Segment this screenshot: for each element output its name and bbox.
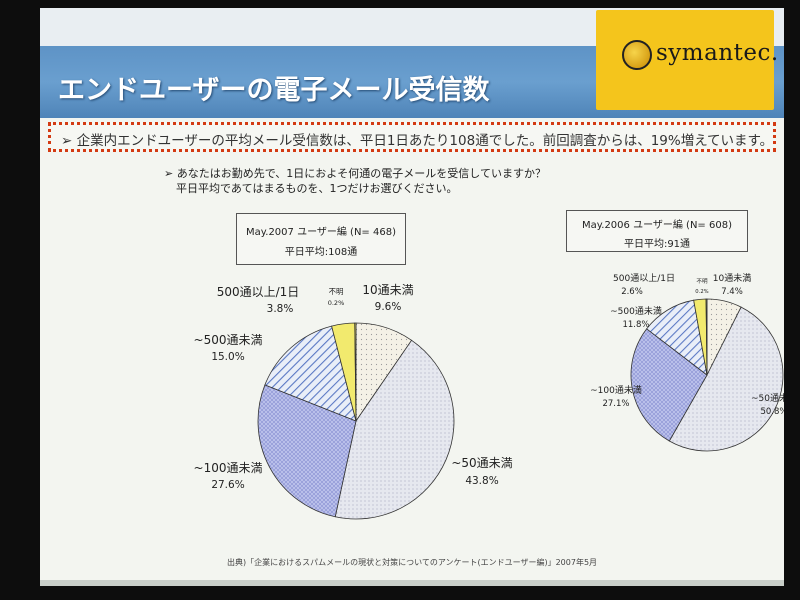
chart2-label-lt10: 10通未満 [713,272,751,284]
chart2-value-lt100: 27.1% [602,399,629,409]
chart1-slice-unknown [354,322,357,422]
summary-text: ➢ 企業内エンドユーザーの平均メール受信数は、平日1日あたり108通でした。前回… [61,129,773,149]
chart2-label-ge500: 500通以上/1日 [613,273,675,284]
chart2-value-lt50: 50.8% [760,407,784,417]
chart2-value-lt500: 11.8% [622,320,649,330]
symantec-logo: symantec. [596,10,778,110]
chart1-slice-lt100 [257,384,357,518]
chart2-value-lt10: 7.4% [721,287,743,297]
summary-sentence: 企業内エンドユーザーの平均メール受信数は、平日1日あたり108通でした。前回調査… [76,133,774,149]
bottom-bar [40,580,784,586]
chart2-pie: 10通未満 7.4% ~50通未満 50.8% ~100通未満 27.1% ~500通未満 1… [590,272,784,452]
chart1-subtitle: 平日平均:108通 [284,247,358,258]
chart1-label-lt500: ~500通未満 [194,333,263,347]
symantec-logo-icon [622,40,652,70]
chart2-title: May.2006 ユーザー編 (N= 608) [582,220,732,231]
chart1-label-lt100: ~100通未満 [194,461,263,475]
chart1-value-unknown: 0.2% [328,299,345,307]
chart2-value-unknown: 0.2% [695,289,708,295]
chart1-title: May.2007 ユーザー編 (N= 468) [246,227,396,238]
question-text-1: あなたはお勤め先で、1日におよそ何通の電子メールを受信していますか？ [176,167,546,180]
question-line-2: 平日平均であてはまるものを、1つだけお選びください。 [176,182,458,195]
chart1-slice-lt500 [264,325,357,422]
chart1-label-lt10: 10通未満 [362,283,413,297]
chart1-label-lt50: ~50通未満 [451,456,512,470]
chart1-value-lt50: 43.8% [465,475,498,487]
chart2-value-ge500: 2.6% [621,287,643,297]
chart2-subtitle: 平日平均:91通 [623,239,691,250]
summary-box: ➢ 企業内エンドユーザーの平均メール受信数は、平日1日あたり108通でした。前回… [48,122,776,152]
chart2-label-lt500: ~500通未満 [610,305,662,317]
chart2-slice-lt100 [630,328,708,442]
chart1-caption-box: May.2007 ユーザー編 (N= 468) 平日平均:108通 [236,213,406,265]
question-line-1: ➢ あなたはお勤め先で、1日におよそ何通の電子メールを受信していますか？ [164,165,546,181]
chart2-label-unknown: 不明 [696,278,708,285]
slide-title: エンドユーザーの電子メール受信数 [58,75,490,106]
chart1-value-ge500: 3.8% [267,303,294,315]
arrow-bullet-icon: ➢ [61,133,77,149]
chart1-value-lt100: 27.6% [211,479,244,491]
chart1-value-lt10: 9.6% [375,301,402,313]
chart2-caption-box: May.2006 ユーザー編 (N= 608) 平日平均:91通 [566,210,748,252]
chart1-slice-lt50 [334,339,455,520]
chart1-label-ge500: 500通以上/1日 [217,285,300,299]
chart1-pie: 10通未満 9.6% ~50通未満 43.8% ~100通未満 27.6% ~500通未満 1… [194,283,513,520]
chart2-label-lt100: ~100通未満 [590,384,642,396]
pie-charts: 10通未満9.6%~50通未満43.8%~100通未満27.6%~500通未満1… [194,272,784,520]
slide: symantec. エンドユーザーの電子メール受信数 ➢ 企業内エンドユーザーの… [40,8,784,586]
chart2-slice-lt50 [668,306,784,452]
chart2-label-lt50: ~50通未満 [751,392,784,404]
chart2-slice-unknown [705,298,708,376]
source-note: 出典)「企業におけるスパムメールの現状と対策についてのアンケート(エンドユーザー… [226,558,598,567]
arrow-bullet-icon: ➢ [164,167,177,180]
chart1-value-lt500: 15.0% [211,351,244,363]
logo-text: symantec. [656,40,779,66]
chart1-label-unknown: 不明 [329,287,344,296]
